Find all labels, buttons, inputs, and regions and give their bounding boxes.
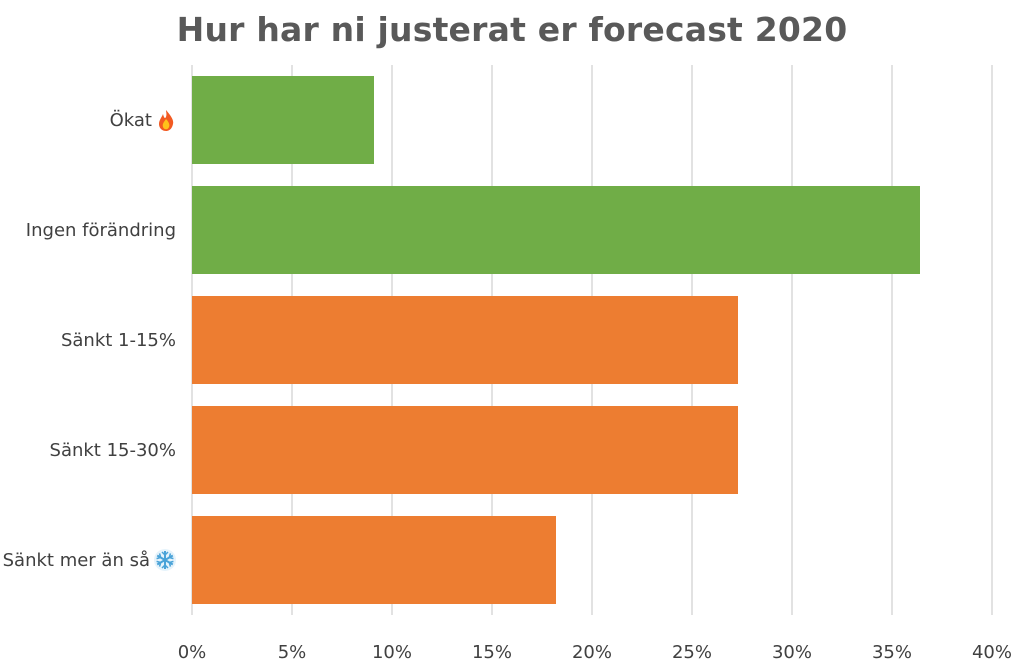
category-label: Sänkt 15-30% bbox=[50, 440, 176, 461]
category-label: Sänkt mer än så bbox=[3, 550, 150, 571]
x-tick-label: 35% bbox=[872, 642, 912, 663]
x-tick-label: 15% bbox=[472, 642, 512, 663]
bar bbox=[192, 76, 374, 164]
category-labels: Ökat Ingen förändring Sänkt 1-15% Sänkt 15-… bbox=[3, 109, 176, 571]
bar bbox=[192, 296, 738, 384]
chart-title: Hur har ni justerat er forecast 2020 bbox=[176, 10, 848, 49]
x-tick-label: 20% bbox=[572, 642, 612, 663]
bar bbox=[192, 516, 556, 604]
x-tick-label: 5% bbox=[278, 642, 307, 663]
category-label: Sänkt 1-15% bbox=[61, 330, 176, 351]
x-tick-label: 25% bbox=[672, 642, 712, 663]
bar bbox=[192, 406, 738, 494]
x-tick-label: 30% bbox=[772, 642, 812, 663]
bar bbox=[192, 186, 920, 274]
x-tick-label: 0% bbox=[178, 642, 207, 663]
x-tick-labels: 0% 5% 10% 15% 20% 25% 30% 35% 40% bbox=[178, 642, 1012, 663]
x-tick-label: 10% bbox=[372, 642, 412, 663]
fire-icon bbox=[159, 110, 174, 131]
snowflake-icon bbox=[154, 549, 176, 571]
x-tick-label: 40% bbox=[972, 642, 1012, 663]
category-label: Ingen förändring bbox=[26, 220, 176, 241]
bars bbox=[192, 76, 920, 604]
category-label: Ökat bbox=[110, 109, 152, 131]
